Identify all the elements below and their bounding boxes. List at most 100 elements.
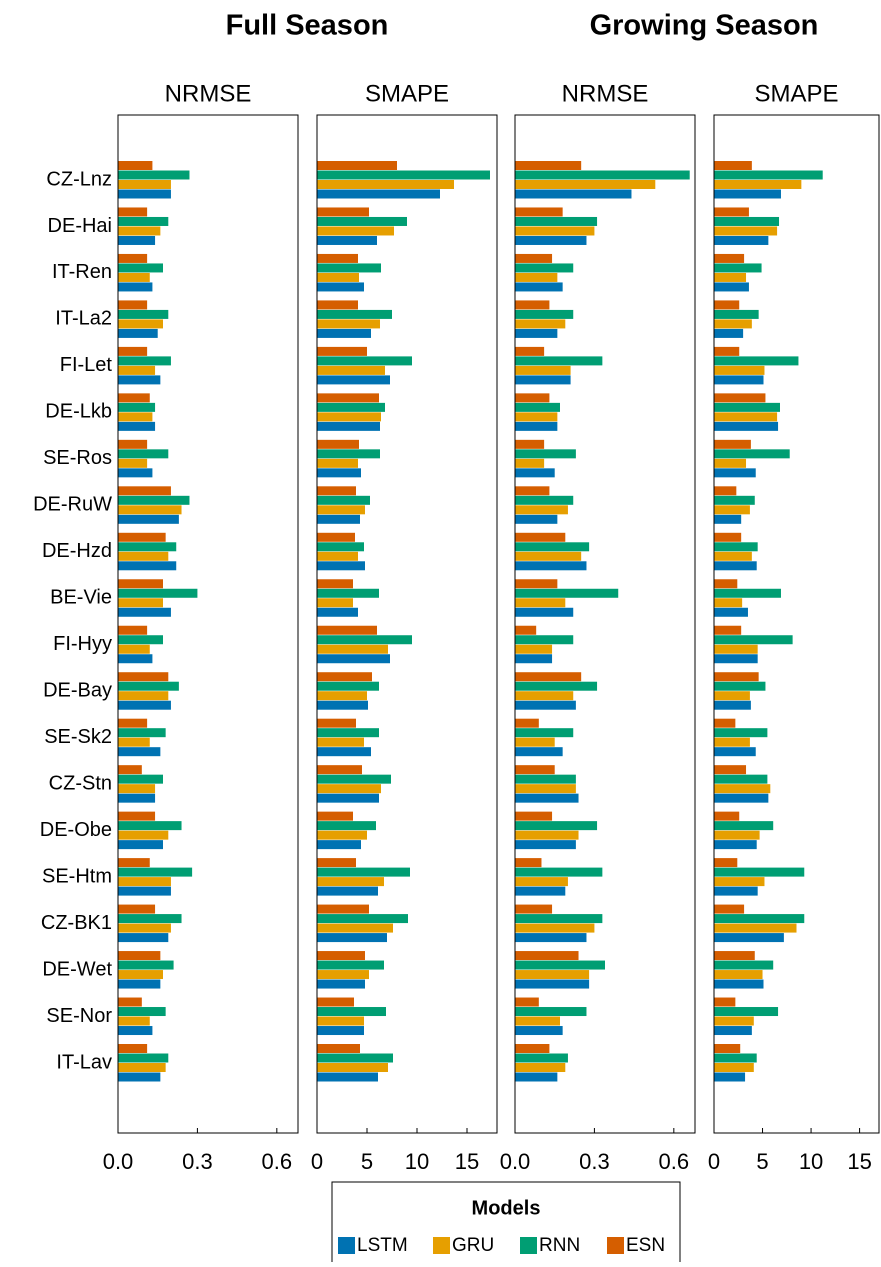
bar — [317, 272, 359, 282]
panel-title: SMAPE — [365, 80, 449, 107]
legend-swatch — [338, 1237, 355, 1254]
bar — [118, 811, 156, 821]
bar — [118, 551, 169, 561]
bar — [714, 737, 750, 747]
x-tick-label: 15 — [455, 1149, 479, 1174]
bar — [714, 356, 799, 366]
bar — [714, 402, 780, 412]
bar — [714, 765, 747, 775]
bar — [714, 598, 743, 608]
bar — [714, 774, 768, 784]
bar — [515, 551, 582, 561]
bar — [515, 681, 598, 691]
bar — [515, 486, 550, 496]
bar — [317, 923, 393, 933]
bar — [118, 886, 171, 896]
bar — [118, 319, 163, 329]
bar — [515, 672, 582, 682]
legend-title: Models — [472, 1197, 541, 1219]
bar — [515, 495, 574, 505]
bar — [317, 393, 379, 403]
panel-title: NRMSE — [562, 80, 649, 107]
bar — [317, 867, 410, 877]
bar — [118, 970, 163, 980]
x-tick-label: 10 — [405, 1149, 429, 1174]
bar — [317, 189, 440, 199]
bar — [118, 877, 171, 887]
bar — [317, 346, 367, 356]
bar — [714, 532, 742, 542]
bar — [515, 468, 555, 478]
bar — [118, 514, 179, 524]
bar — [714, 1007, 779, 1017]
bar — [714, 207, 749, 217]
category-label: DE-Lkb — [45, 401, 112, 423]
bar — [118, 635, 163, 645]
bar — [515, 765, 555, 775]
bar — [118, 1063, 166, 1072]
bar — [515, 877, 568, 887]
bar — [515, 737, 555, 747]
bar — [317, 821, 376, 831]
bar — [515, 161, 582, 170]
bar — [515, 970, 590, 980]
bar — [317, 654, 390, 664]
bar — [317, 207, 369, 217]
bar — [515, 886, 566, 896]
bar — [317, 300, 358, 310]
bar — [317, 951, 365, 961]
bar — [515, 1007, 587, 1017]
bar — [714, 412, 778, 422]
bar — [317, 495, 370, 505]
bar — [714, 933, 784, 943]
bar — [317, 356, 412, 366]
bar — [714, 561, 757, 571]
bar — [714, 328, 744, 338]
panel-frame — [316, 114, 498, 1134]
bar — [515, 309, 574, 319]
bar — [118, 1007, 166, 1017]
bar — [317, 1007, 386, 1017]
bar — [317, 625, 377, 635]
bar — [714, 180, 802, 189]
bar — [317, 468, 361, 478]
bar — [317, 681, 379, 691]
bar — [714, 449, 790, 459]
bar — [714, 253, 745, 263]
bar — [317, 877, 384, 887]
bar — [714, 886, 758, 896]
bar — [714, 979, 764, 989]
bar — [714, 319, 752, 329]
bar — [515, 811, 553, 821]
bar — [118, 681, 179, 691]
bar — [118, 672, 169, 682]
bar — [714, 923, 797, 933]
bar — [118, 579, 163, 589]
bar — [118, 393, 150, 403]
legend-swatch — [433, 1237, 450, 1254]
bar — [317, 319, 380, 329]
bar — [118, 960, 174, 970]
bar — [118, 486, 171, 496]
x-tick-label: 0.0 — [500, 1149, 531, 1174]
panel-frame — [117, 114, 299, 1134]
category-label: IT-Ren — [52, 261, 112, 283]
bar — [714, 877, 765, 887]
bar — [118, 346, 148, 356]
bar — [317, 765, 362, 775]
bar — [118, 747, 161, 757]
bar — [118, 532, 166, 542]
legend-swatch — [607, 1237, 624, 1254]
category-label: DE-Wet — [42, 958, 112, 980]
bar — [714, 635, 793, 645]
bar — [515, 170, 690, 180]
legend-label: LSTM — [357, 1235, 408, 1256]
bar — [118, 309, 169, 319]
x-tick-label: 0 — [708, 1149, 720, 1174]
bar — [714, 263, 762, 273]
bar — [118, 1044, 148, 1053]
bar — [118, 375, 161, 385]
legend-label: RNN — [539, 1235, 580, 1256]
category-label: SE-Sk2 — [44, 726, 112, 748]
bar — [118, 421, 156, 431]
